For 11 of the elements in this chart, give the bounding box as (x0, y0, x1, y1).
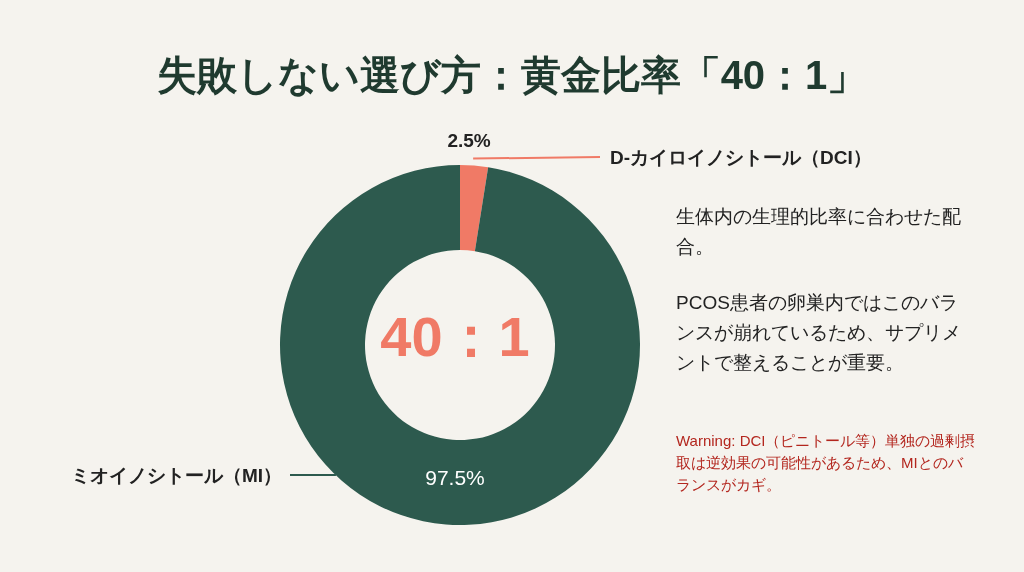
donut-slice (280, 165, 640, 525)
data-label: 97.5% (425, 465, 485, 489)
chart-title: 失敗しない選び方：黄金比率「40：1」 (155, 52, 869, 99)
slice-label: D-カイロイノシトール（DCI） (610, 147, 872, 168)
text: Warning: DCI（ピニトール等）単独の過剰摂取は逆効果の可能性があるため、MIとのバランスがカギ。 (676, 431, 976, 495)
text: PCOS患者の卵巣内ではこのバランスが崩れているため、サプリメントで整えることが重要。 (676, 291, 962, 375)
text: 40：1 (379, 304, 531, 370)
donut-slice (460, 165, 489, 252)
slice-label: ミオイノシトール（MI） (70, 465, 282, 486)
data-label: 2.5% (447, 129, 491, 151)
text: 生体内の生理的比率に合わせた配合。 (676, 205, 962, 259)
